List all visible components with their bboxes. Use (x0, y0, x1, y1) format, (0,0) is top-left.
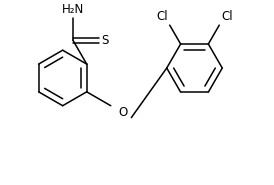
Text: Cl: Cl (156, 10, 168, 23)
Text: O: O (118, 106, 127, 119)
Text: S: S (102, 33, 109, 47)
Text: Cl: Cl (221, 10, 233, 23)
Text: H₂N: H₂N (62, 3, 84, 16)
